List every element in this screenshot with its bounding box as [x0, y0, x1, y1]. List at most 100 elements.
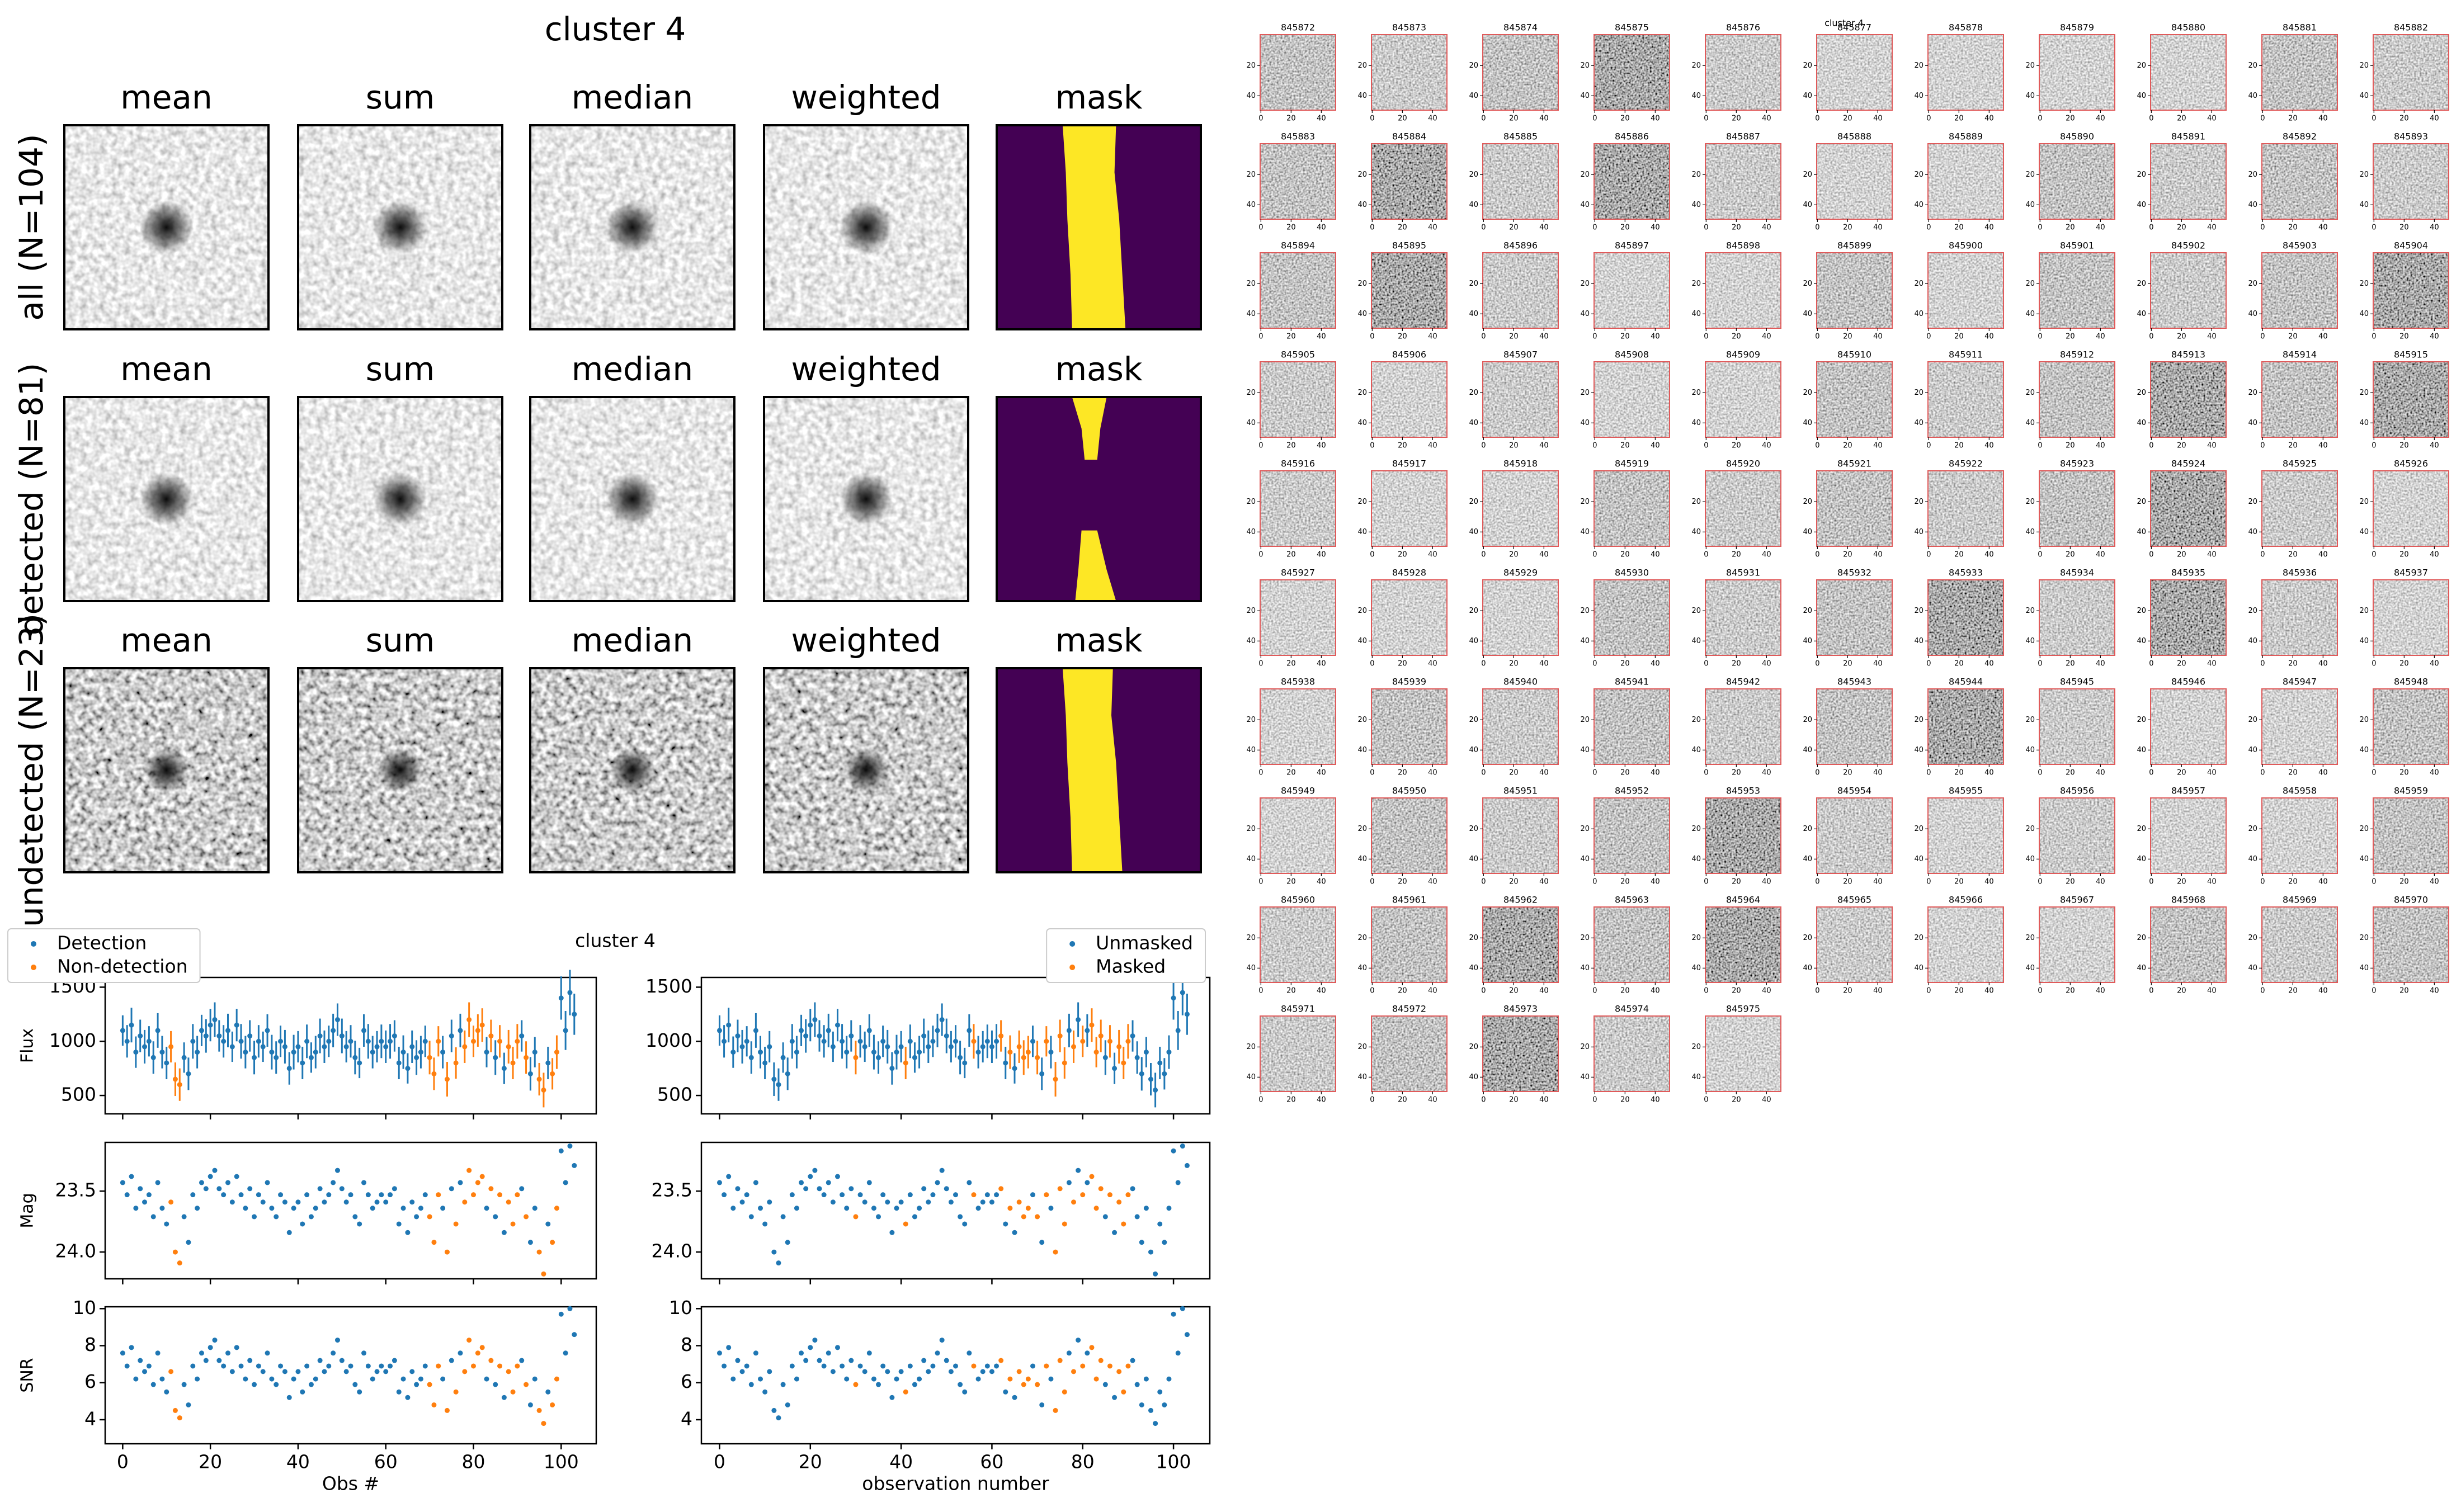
- data-point: [808, 1174, 813, 1179]
- thumbnail-label: 845957: [2171, 786, 2205, 796]
- data-point: [1080, 1038, 1086, 1044]
- thumbnail-frame: [2261, 143, 2338, 220]
- data-point: [1030, 1038, 1035, 1044]
- data-point: [803, 1186, 809, 1192]
- thumbnail-image: [2262, 689, 2337, 764]
- thumbnail-x-tick-label: 0: [1370, 769, 1374, 777]
- legend-label: Unmasked: [1096, 932, 1193, 954]
- thumbnail-y-tick-label: 40: [2359, 855, 2369, 863]
- thumbnail-label: 845955: [1949, 786, 1983, 796]
- data-point: [1098, 1358, 1104, 1363]
- thumbnail-image: [1928, 35, 2003, 110]
- thumbnail-x-tick-label: 0: [1481, 442, 1486, 450]
- thumbnail-x-tick-label: 40: [1428, 660, 1437, 668]
- data-point: [767, 1199, 772, 1205]
- thumbnail-y-tick-label: 40: [1691, 637, 1701, 645]
- x-axis-label: Obs #: [322, 1473, 379, 1495]
- data-point: [722, 1038, 727, 1044]
- thumbnail-x-tick-label: 40: [2318, 878, 2328, 886]
- data-point: [1121, 1389, 1126, 1395]
- thumbnail-x-tick-label: 0: [2149, 878, 2153, 886]
- thumbnail-x-tick-label: 40: [1651, 224, 1660, 232]
- data-point: [274, 1214, 279, 1220]
- data-point: [1012, 1066, 1017, 1071]
- thumbnail-y-tick-label: 20: [1357, 171, 1367, 179]
- thumbnail-x-tick-label: 20: [1620, 660, 1630, 668]
- data-point: [545, 1221, 551, 1227]
- thumbnail-y-tick-label: 20: [1357, 716, 1367, 724]
- thumbnail-x-tick-label: 20: [2288, 551, 2298, 559]
- data-point: [907, 1363, 913, 1369]
- thumbnail-label: 845890: [2060, 131, 2094, 142]
- data-point: [1134, 1214, 1140, 1220]
- thumbnail-x-tick-label: 40: [2430, 442, 2439, 450]
- thumbnail-label: 845886: [1615, 131, 1649, 142]
- data-point: [944, 1358, 949, 1363]
- data-point: [554, 1050, 559, 1055]
- thumbnail-image: [1705, 689, 1781, 764]
- thumbnail-image: [1371, 471, 1447, 546]
- data-point: [440, 1206, 446, 1211]
- y-tick-label: 4: [84, 1407, 96, 1429]
- thumbnail-image: [1817, 689, 1892, 764]
- thumbnail-image: [1817, 798, 1892, 873]
- data-point: [247, 1033, 253, 1039]
- thumbnail-frame: [1705, 470, 1781, 547]
- data-point: [1089, 1022, 1095, 1028]
- data-point: [716, 1350, 722, 1356]
- thumbnail-x-tick-label: 0: [2260, 769, 2265, 777]
- thumbnail-y-tick-label: 40: [2359, 92, 2369, 100]
- thumbnail-x-tick-label: 20: [1954, 769, 1964, 777]
- thumbnail-y-tick-label: 40: [1357, 855, 1367, 863]
- thumbnail-frame: [1816, 579, 1893, 656]
- data-point: [436, 1038, 441, 1044]
- thumbnail-x-tick-label: 0: [2260, 115, 2265, 123]
- thumbnail-x-tick-label: 20: [1509, 660, 1519, 668]
- thumbnail-frame: [1927, 470, 2004, 547]
- thumbnail-frame: [1705, 1015, 1781, 1092]
- data-point: [789, 1363, 795, 1369]
- thumbnail-image: [2039, 471, 2115, 546]
- data-point: [365, 1363, 371, 1369]
- data-point: [229, 1369, 235, 1374]
- data-point: [808, 1345, 813, 1350]
- thumbnail-image: [2373, 471, 2449, 546]
- thumbnail-x-tick-label: 20: [1620, 333, 1630, 341]
- data-point: [1053, 1249, 1058, 1255]
- data-point: [953, 1038, 958, 1044]
- data-point: [471, 1038, 476, 1044]
- thumbnail-label: 845897: [1615, 240, 1649, 251]
- thumbnail-x-tick-label: 20: [2066, 333, 2075, 341]
- thumbnail-frame: [1593, 906, 1670, 983]
- thumbnail-y-tick-label: 20: [2025, 171, 2035, 179]
- data-point: [256, 1192, 261, 1198]
- image-frame: [529, 667, 736, 873]
- thumbnail-x-tick-label: 40: [1762, 1096, 1771, 1104]
- thumbnail-label: 845921: [1837, 459, 1871, 469]
- data-point: [388, 1038, 393, 1044]
- thumbnail-y-tick-label: 40: [1691, 1073, 1701, 1081]
- data-point: [374, 1199, 380, 1205]
- thumbnail-x-tick-label: 0: [1481, 551, 1486, 559]
- thumbnail-label: 845929: [1503, 568, 1538, 578]
- thumbnail-x-tick-label: 40: [2096, 115, 2105, 123]
- thumbnail-y-tick-label: 20: [1246, 934, 1256, 942]
- thumbnail-x-tick-label: 20: [2177, 333, 2186, 341]
- data-point: [431, 1240, 437, 1245]
- thumbnail-frame: [1816, 906, 1893, 983]
- data-point: [912, 1382, 917, 1387]
- thumbnail-image: [2373, 144, 2449, 219]
- data-point: [536, 1249, 542, 1255]
- thumbnail-y-tick-label: 40: [2248, 419, 2257, 427]
- data-point: [453, 1060, 459, 1066]
- thumbnail-y-tick-label: 40: [2248, 855, 2257, 863]
- thumbnail-label: 845879: [2060, 22, 2094, 33]
- thumbnail-x-tick-label: 0: [1704, 442, 1708, 450]
- data-point: [304, 1363, 310, 1369]
- thumbnail-y-tick-label: 40: [2025, 746, 2035, 754]
- data-point: [238, 1038, 244, 1044]
- thumbnail-x-tick-label: 0: [2149, 115, 2153, 123]
- data-point: [199, 1028, 204, 1033]
- thumbnail-frame: [1593, 34, 1670, 111]
- data-point: [830, 1044, 836, 1050]
